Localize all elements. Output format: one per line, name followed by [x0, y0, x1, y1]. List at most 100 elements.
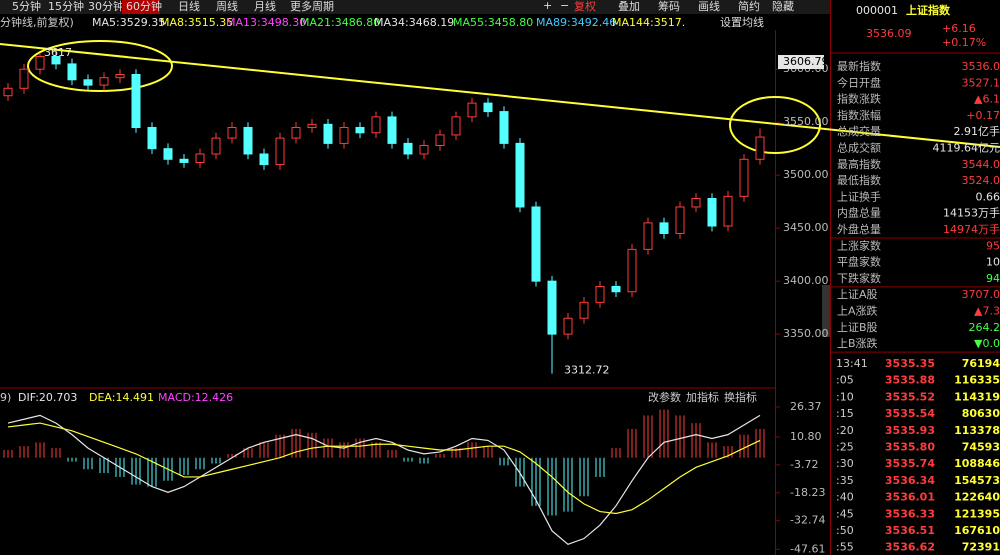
chart-layer: 5分钟 15分钟 30分钟 60分钟 日线 周线 月线 更多周期 复权 叠加 筹码 画线 简约 隐藏分钟线… [0, 0, 829, 555]
quote-value: +0.17 [966, 109, 1000, 122]
candle-body [259, 153, 269, 166]
candle-body [115, 74, 125, 79]
candle-body [195, 153, 205, 163]
y-tick-label: 3500.00 [783, 168, 829, 181]
tick-time: :10 [836, 390, 854, 403]
stock-code: 000001 [856, 4, 898, 17]
tool-button[interactable]: 隐藏 [772, 0, 794, 13]
sidebar: 000001 上证指数 3536.09 +6.16+0.17% 最新指数 3536.0 今日… [831, 3, 1000, 554]
y-tick-label: 3400.00 [783, 274, 829, 287]
candle-body [339, 126, 349, 144]
tick-price: 3536.62 [885, 541, 935, 554]
candle-body [659, 222, 669, 234]
indicator-button[interactable]: 改参数 [648, 390, 681, 404]
period-tab[interactable]: 5分钟 [12, 0, 41, 13]
macd-legend: DEA:14.491 [89, 391, 154, 404]
tick-volume: 116335 [954, 374, 1000, 387]
quote-label: 最新指数 [837, 59, 881, 73]
period-tab[interactable]: 月线 [254, 0, 276, 13]
candle-body [675, 206, 685, 234]
ma-setting[interactable]: 设置均线 [720, 15, 764, 29]
quote-label: 内盘总量 [837, 206, 881, 220]
tool-button[interactable]: 筹码 [658, 0, 680, 13]
tick-volume: 108846 [954, 457, 1000, 470]
macd-line [7, 414, 761, 545]
candle-body [227, 126, 237, 139]
tick-time: 13:41 [836, 357, 868, 370]
ma-legend: MA5:3529.35 [92, 16, 165, 29]
quote-value: 0.66 [976, 190, 1000, 203]
tool-button[interactable]: 简约 [738, 0, 760, 13]
indicator-button[interactable]: 加指标 [686, 390, 719, 404]
tick-time: :20 [836, 424, 854, 437]
y-tick-label: 3450.00 [783, 221, 829, 234]
candle-body [275, 137, 285, 166]
tool-button[interactable]: 叠加 [618, 0, 640, 13]
candle-body [243, 126, 253, 155]
zoom-in[interactable]: + [543, 0, 552, 12]
zoom-out[interactable]: − [560, 0, 569, 12]
candle-body [371, 116, 381, 134]
tool-button[interactable]: 画线 [698, 0, 720, 13]
candle-body [739, 158, 749, 197]
macd-line [7, 422, 761, 515]
stock-change: +6.16 [942, 22, 976, 35]
tick-price: 3536.33 [885, 507, 935, 520]
tick-time: :35 [836, 474, 854, 487]
candle-body [707, 197, 717, 227]
candle-body [131, 74, 141, 128]
quote-value: 94 [986, 272, 1000, 285]
trend-line [0, 43, 1000, 148]
macd-legend: DIF:20.703 [18, 391, 77, 404]
tick-price: 3535.74 [885, 457, 935, 470]
candle-body [563, 317, 573, 335]
quote-value: ▲6.1 [974, 93, 1000, 106]
candle-body [499, 111, 509, 144]
candle-body [211, 137, 221, 155]
candle-body [611, 285, 621, 293]
candle-body [691, 197, 701, 208]
quote-label: 上证A股 [837, 288, 878, 301]
period-tab[interactable]: 60分钟 [126, 0, 162, 13]
ma-legend: MA55:3458.80 [453, 16, 533, 29]
tick-volume: 114319 [954, 390, 1000, 403]
indicator-button[interactable]: 换指标 [724, 390, 757, 404]
period-tab[interactable]: 30分钟 [88, 0, 124, 13]
stock-price: 3536.09 [866, 27, 912, 40]
tick-price: 3536.34 [885, 474, 935, 487]
period-tab[interactable]: 周线 [216, 0, 238, 13]
tick-volume: 154573 [954, 474, 1000, 487]
y-tick-label: 10.80 [790, 430, 822, 443]
tick-price: 3535.88 [885, 374, 935, 387]
period-tab[interactable]: 日线 [178, 0, 200, 13]
tick-volume: 122640 [954, 491, 1000, 504]
macd-prefix: 9) [0, 391, 11, 404]
tick-price: 3536.01 [885, 491, 935, 504]
candle-body [35, 55, 45, 70]
candle-body [83, 79, 93, 86]
stock-change-pct: +0.17% [942, 36, 986, 49]
period-tab[interactable]: 15分钟 [48, 0, 84, 13]
tick-volume: 74593 [962, 441, 1000, 454]
quote-label: 平盘家数 [837, 255, 881, 269]
tick-volume: 113378 [954, 424, 1000, 437]
candle-body [467, 102, 477, 118]
quote-label: 最低指数 [837, 173, 881, 187]
quote-label: 下跌家数 [837, 271, 881, 285]
tick-time: :50 [836, 524, 854, 537]
tool-button[interactable]: 复权 [574, 0, 596, 13]
quote-value: 3707.0 [962, 288, 1000, 301]
quote-value: 4119.64亿元 [933, 142, 1000, 155]
collapse-handle[interactable] [822, 285, 830, 337]
period-tab[interactable]: 更多周期 [290, 0, 334, 13]
candle-body [419, 145, 429, 155]
quote-value: 14974万手 [943, 222, 1000, 236]
candle-body [355, 126, 365, 134]
tick-price: 3535.52 [885, 390, 935, 403]
quote-value: 95 [986, 239, 1000, 252]
toolbar [0, 0, 830, 14]
candle-body [67, 63, 77, 81]
ma-legend: MA13:3498.30 [226, 16, 306, 29]
quote-value: 2.91亿手 [954, 124, 1000, 138]
y-tick-label: -18.23 [790, 486, 825, 499]
